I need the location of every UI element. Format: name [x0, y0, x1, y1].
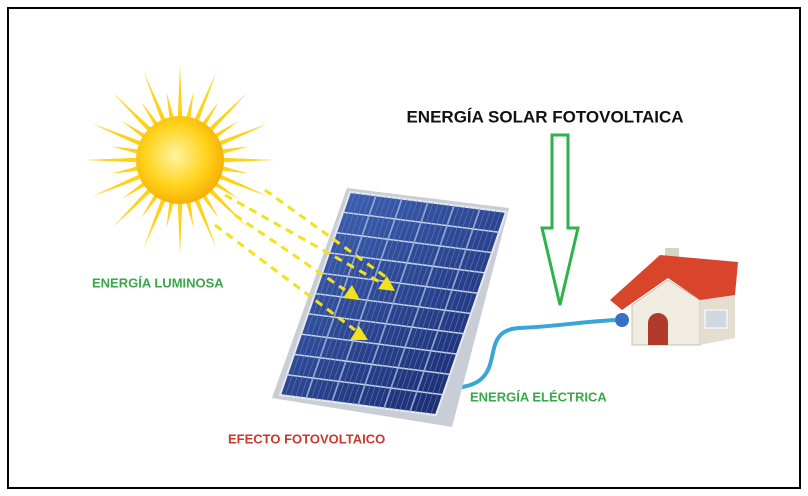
effect-label: EFECTO FOTOVOLTAICO: [228, 431, 385, 446]
diagram: ENERGÍA SOLAR FOTOVOLTAICA ENERGÍA LUMIN…: [0, 0, 808, 496]
light-label: ENERGÍA LUMINOSA: [92, 275, 224, 290]
page: ENERGÍA SOLAR FOTOVOLTAICA ENERGÍA LUMIN…: [0, 0, 808, 496]
sun: [136, 116, 224, 204]
title: ENERGÍA SOLAR FOTOVOLTAICA: [406, 107, 683, 126]
electric-label: ENERGÍA ELÉCTRICA: [470, 389, 607, 404]
